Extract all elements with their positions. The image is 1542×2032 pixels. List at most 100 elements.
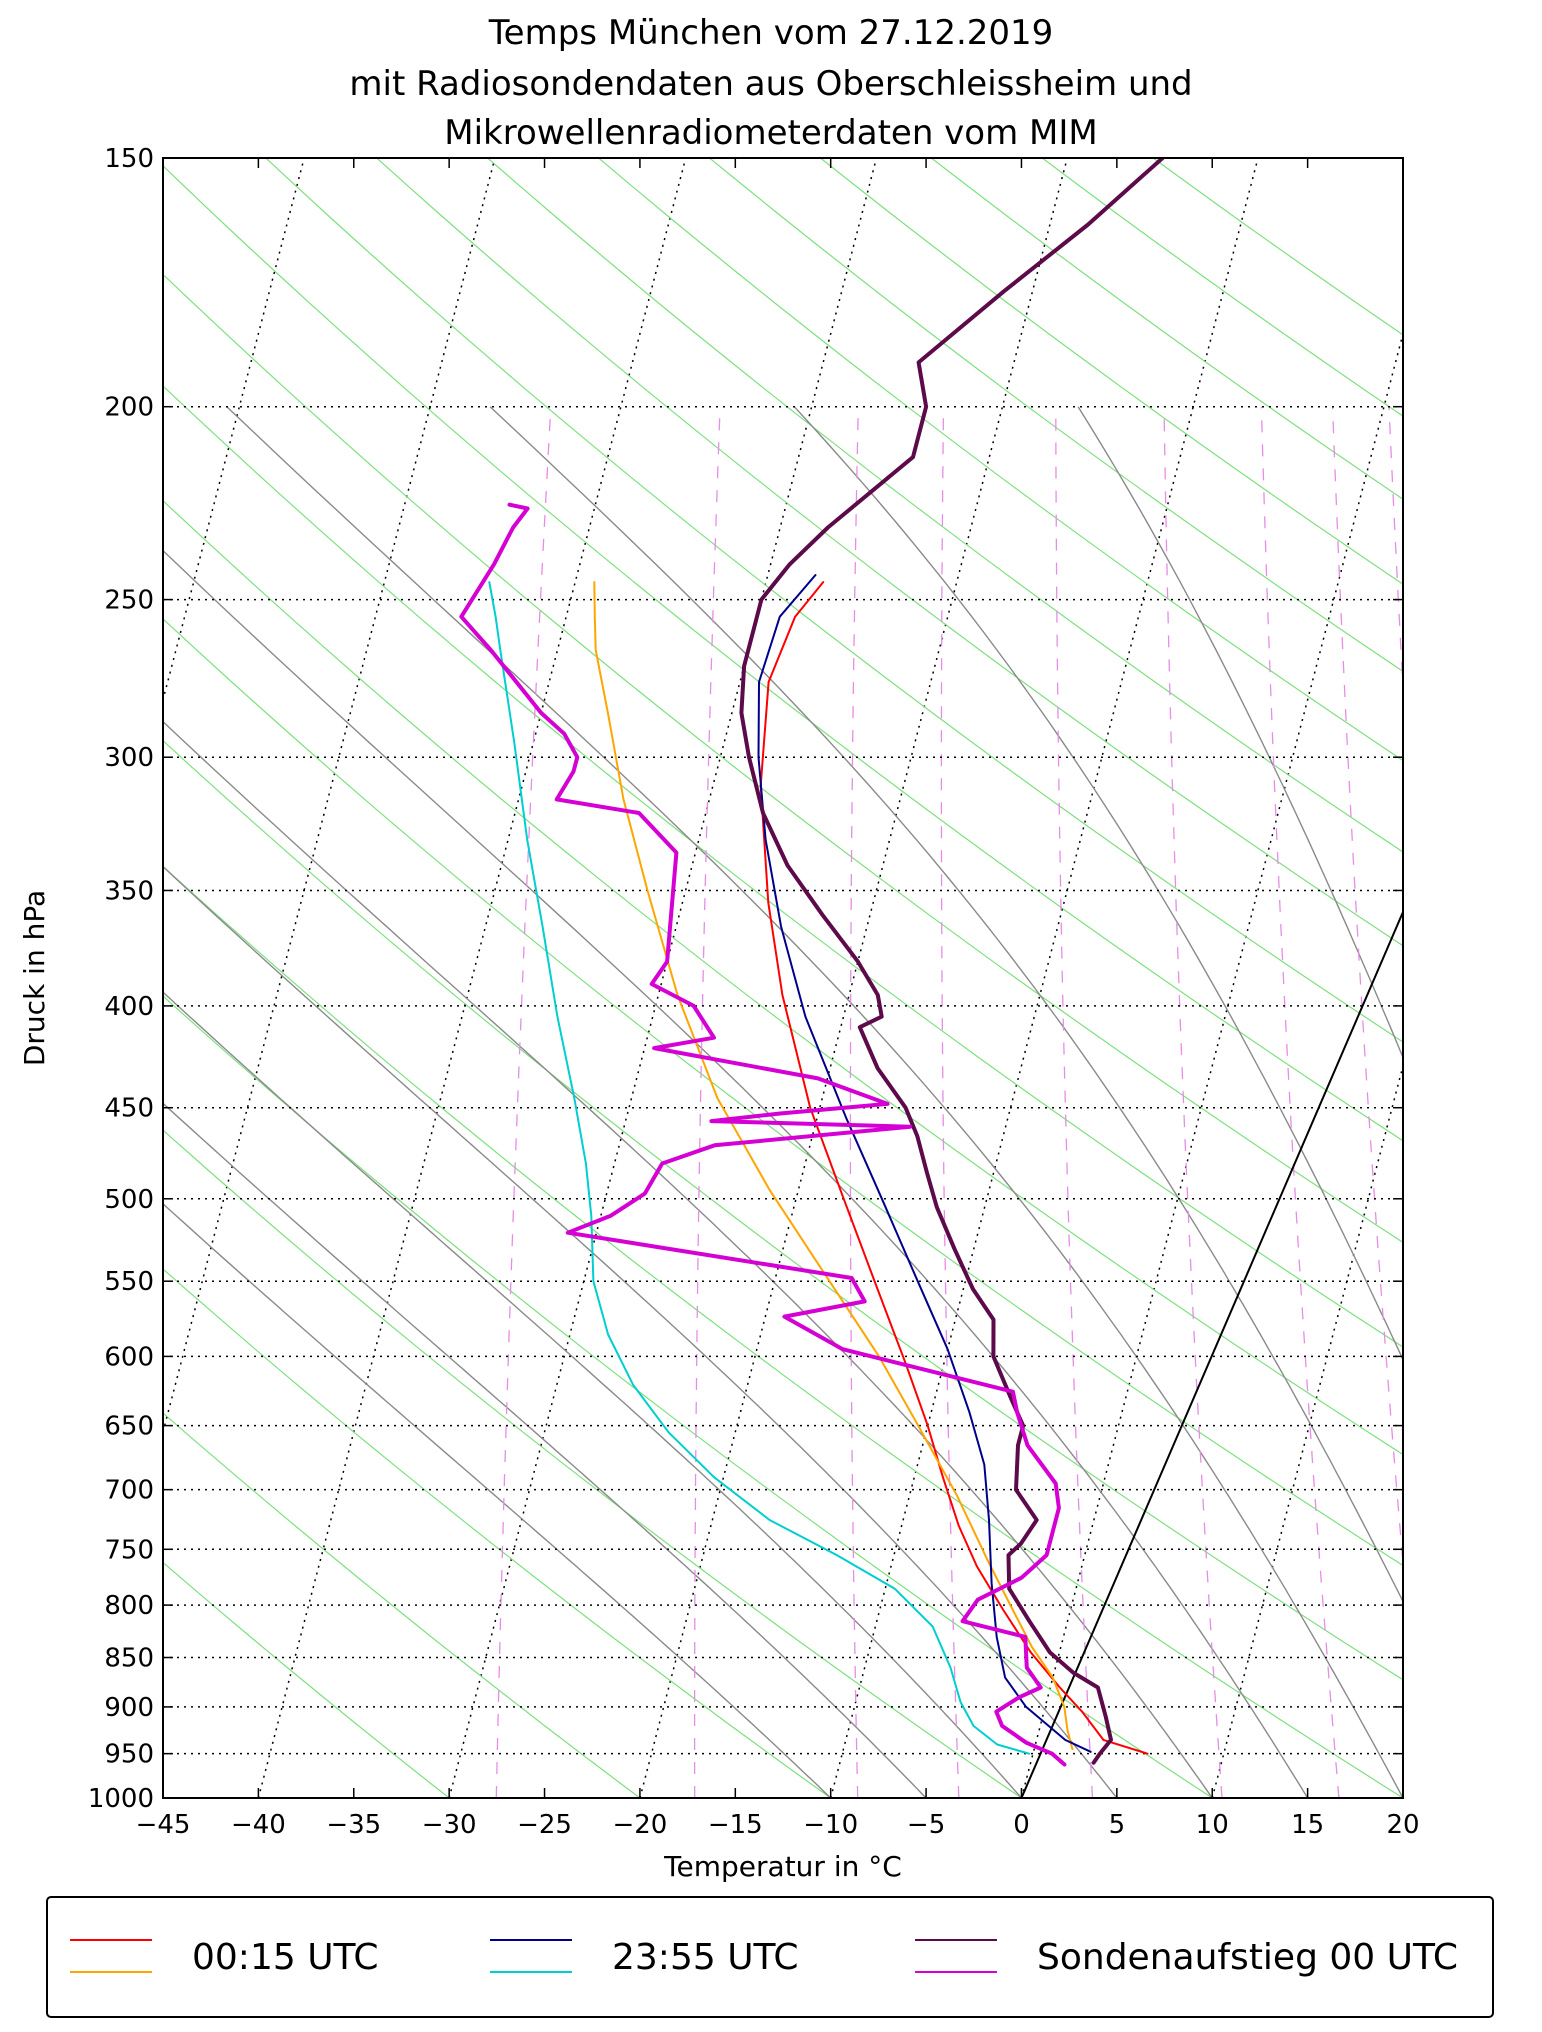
y-tick-label: 950 bbox=[104, 1740, 154, 1770]
dry-adiabat-line bbox=[163, 499, 1403, 1456]
y-tick-label: 850 bbox=[104, 1644, 154, 1674]
x-tick-label: 5 bbox=[1109, 1810, 1126, 1840]
mixing-ratio-line bbox=[849, 406, 859, 1798]
y-tick-label: 300 bbox=[104, 743, 154, 773]
x-tick-label: 15 bbox=[1291, 1810, 1324, 1840]
mixing-ratio-line bbox=[1163, 406, 1223, 1798]
moist-adiabat-line bbox=[163, 991, 1023, 1798]
moist-adiabat-line bbox=[163, 720, 1213, 1798]
mixing-ratio-line bbox=[1055, 406, 1094, 1798]
plot-frame bbox=[162, 157, 1404, 1799]
dry-adiabat-line bbox=[1152, 158, 1403, 336]
series-line bbox=[488, 581, 1031, 1755]
x-tick-label: −45 bbox=[136, 1810, 191, 1840]
mixing-ratio-line bbox=[1476, 407, 1542, 1798]
y-tick-label: 800 bbox=[104, 1591, 154, 1621]
x-tick-label: −25 bbox=[517, 1810, 572, 1840]
moist-adiabat-line bbox=[163, 1102, 927, 1798]
y-axis: 1000 950 900 850 800 750 700 650 600 550 500 450 400… bbox=[88, 144, 1403, 1814]
dry-adiabat-line bbox=[264, 158, 1403, 1043]
isotherm-line bbox=[163, 158, 496, 1435]
x-tick-label: −10 bbox=[803, 1810, 858, 1840]
moist-adiabat-line bbox=[163, 549, 1309, 1798]
y-tick-label: 200 bbox=[104, 393, 154, 423]
x-tick-label: 20 bbox=[1386, 1810, 1419, 1840]
dry-adiabat-line bbox=[819, 158, 1403, 585]
legend-label: 23:55 UTC bbox=[612, 1937, 799, 1978]
dry-adiabat-line bbox=[163, 1561, 451, 1798]
dry-adiabat-line bbox=[163, 385, 1403, 1348]
legend-label: 00:15 UTC bbox=[192, 1937, 379, 1978]
y-tick-label: 600 bbox=[104, 1342, 154, 1372]
y-tick-label: 150 bbox=[104, 144, 154, 174]
background-reference-lines bbox=[0, 158, 1542, 1798]
y-tick-label: 450 bbox=[104, 1094, 154, 1124]
moist-adiabat-line bbox=[1077, 406, 1403, 1060]
isotherm-line bbox=[829, 158, 1259, 1798]
isotherm-line bbox=[257, 158, 687, 1798]
isotherm-line bbox=[639, 158, 1068, 1798]
x-tick-label: −15 bbox=[708, 1810, 763, 1840]
legend-label: Sondenaufstieg 00 UTC bbox=[1037, 1937, 1458, 1978]
y-tick-label: 400 bbox=[104, 992, 154, 1022]
dry-adiabat-line bbox=[163, 865, 1403, 1798]
isotherm-line bbox=[1211, 1062, 1403, 1798]
zero-degree-line bbox=[1020, 911, 1403, 1798]
y-tick-label: 250 bbox=[104, 586, 154, 616]
data-series bbox=[459, 158, 1165, 1767]
x-axis: −45 −40 −35 −30 −25 −20 −15 −10 −5 0 5 10 15 20 bbox=[136, 158, 1420, 1840]
x-axis-label: Temperatur in °C bbox=[663, 1850, 902, 1883]
dry-adiabat-line bbox=[163, 995, 1214, 1798]
y-tick-label: 550 bbox=[104, 1267, 154, 1297]
mixing-ratio-line bbox=[1331, 406, 1403, 1571]
moist-adiabat-line bbox=[163, 865, 1118, 1798]
dry-adiabat-line bbox=[930, 158, 1403, 500]
dry-adiabat-line bbox=[163, 618, 1403, 1567]
dry-adiabat-line bbox=[597, 158, 1403, 762]
isotherm-line bbox=[1402, 1795, 1403, 1798]
moist-adiabat-line bbox=[489, 406, 1403, 1604]
chart-title-line-1: Temps München vom 27.12.2019 bbox=[488, 13, 1054, 53]
y-tick-label: 350 bbox=[104, 876, 154, 906]
chart-title-line-2: mit Radiosondendaten aus Oberschleisshei… bbox=[349, 64, 1192, 104]
pressure-gridlines bbox=[163, 405, 1403, 1755]
x-tick-label: −40 bbox=[231, 1810, 286, 1840]
x-tick-label: 0 bbox=[1013, 1810, 1030, 1840]
y-axis-label: Druck in hPa bbox=[18, 890, 51, 1066]
dry-adiabat-line bbox=[486, 158, 1403, 853]
y-tick-label: 700 bbox=[104, 1476, 154, 1506]
x-tick-label: −5 bbox=[907, 1810, 945, 1840]
dry-adiabat-line bbox=[163, 1268, 832, 1798]
dry-adiabat-line bbox=[163, 164, 1403, 1142]
x-tick-label: −30 bbox=[422, 1810, 477, 1840]
y-tick-label: 900 bbox=[104, 1693, 154, 1723]
chart-title-line-3: Mikrowellenradiometerdaten vom MIM bbox=[444, 113, 1097, 153]
series-line bbox=[459, 502, 1067, 1767]
y-tick-label: 650 bbox=[104, 1412, 154, 1442]
dry-adiabat-line bbox=[163, 1412, 642, 1798]
series-line bbox=[593, 581, 1074, 1751]
x-tick-label: −35 bbox=[326, 1810, 381, 1840]
series-line bbox=[757, 574, 1092, 1753]
mixing-ratio-line bbox=[940, 406, 960, 1798]
isotherm-line bbox=[1020, 330, 1403, 1798]
dry-adiabat-line bbox=[708, 158, 1403, 673]
y-tick-label: 750 bbox=[104, 1535, 154, 1565]
dry-adiabat-line bbox=[163, 739, 1403, 1681]
isotherm-line bbox=[0, 158, 113, 1798]
dry-adiabat-line bbox=[163, 273, 1403, 1244]
x-tick-label: −20 bbox=[612, 1810, 667, 1840]
moist-adiabat-line bbox=[226, 406, 1403, 1798]
series-line bbox=[739, 158, 1165, 1765]
y-tick-label: 1000 bbox=[88, 1784, 154, 1814]
dry-adiabat-line bbox=[375, 158, 1403, 947]
x-tick-label: 10 bbox=[1196, 1810, 1229, 1840]
mixing-ratio-line bbox=[1388, 406, 1403, 699]
mixing-ratio-line bbox=[693, 406, 721, 1798]
mixing-ratio-line bbox=[495, 406, 552, 1798]
legend-box bbox=[46, 1896, 1494, 2018]
isotherm-line bbox=[448, 158, 878, 1798]
dry-adiabat-line bbox=[1041, 158, 1403, 417]
mixing-ratio-line bbox=[1260, 406, 1340, 1798]
